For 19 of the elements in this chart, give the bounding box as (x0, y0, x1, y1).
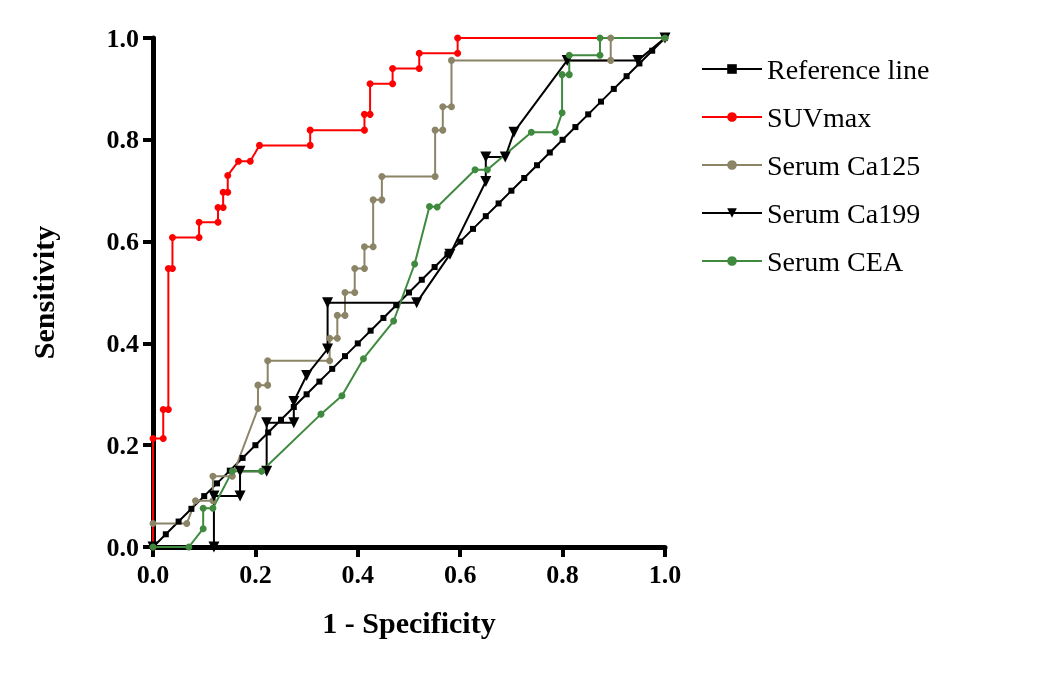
y-tick-label: 0.6 (106, 227, 139, 257)
x-tick-label: 0.4 (341, 559, 375, 589)
y-tick-label: 0.8 (106, 125, 139, 155)
legend-label: Reference line (767, 53, 930, 85)
y-tick-label: 0.2 (106, 430, 139, 460)
y-tick-label: 1.0 (106, 23, 139, 53)
x-axis-title: 1 - Specificity (322, 605, 496, 639)
x-tick-label: 0.0 (136, 559, 170, 589)
x-tick-label: 1.0 (648, 559, 682, 589)
legend-label: Serum Ca125 (767, 149, 921, 181)
legend-label: Serum Ca199 (767, 197, 921, 229)
y-tick-label: 0.4 (106, 328, 139, 358)
x-tick-label: 0.2 (239, 559, 272, 589)
x-tick-label: 0.8 (546, 559, 579, 589)
x-tick-label: 0.6 (443, 559, 477, 589)
y-axis-title: Sensitivity (26, 225, 60, 360)
legend-label: Serum CEA (767, 245, 904, 277)
y-tick-label: 0.0 (106, 532, 139, 562)
legend-label: SUVmax (767, 101, 872, 133)
